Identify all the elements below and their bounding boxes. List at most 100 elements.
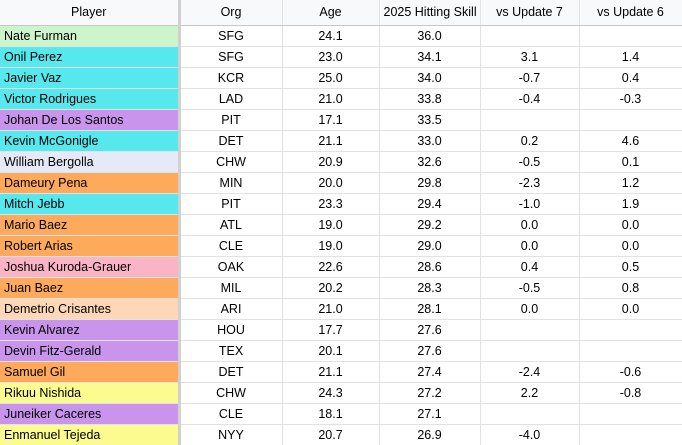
- player-cell[interactable]: Dameury Pena: [0, 172, 181, 194]
- vs-update-6-cell[interactable]: 1.9: [579, 193, 682, 215]
- age-cell[interactable]: 24.3: [282, 382, 380, 404]
- org-cell[interactable]: TEX: [179, 340, 283, 362]
- player-cell[interactable]: Kevin McGonigle: [0, 130, 181, 152]
- vs-update-6-cell[interactable]: [579, 340, 682, 362]
- age-cell[interactable]: 23.3: [282, 193, 380, 215]
- player-cell[interactable]: Johan De Los Santos: [0, 109, 181, 131]
- org-cell[interactable]: HOU: [179, 319, 283, 341]
- org-cell[interactable]: MIN: [179, 172, 283, 194]
- player-cell[interactable]: Nate Furman: [0, 25, 181, 47]
- vs-update-6-cell[interactable]: [579, 109, 682, 131]
- hitting-skill-cell[interactable]: 34.1: [379, 46, 481, 68]
- hitting-skill-cell[interactable]: 29.4: [379, 193, 481, 215]
- org-cell[interactable]: PIT: [179, 109, 283, 131]
- vs-update-7-cell[interactable]: 0.2: [480, 130, 580, 152]
- player-cell[interactable]: Juan Baez: [0, 277, 181, 299]
- vs-update-7-cell[interactable]: -1.0: [480, 193, 580, 215]
- player-cell[interactable]: Demetrio Crisantes: [0, 298, 181, 320]
- vs-update-7-cell[interactable]: 0.0: [480, 235, 580, 257]
- org-cell[interactable]: CLE: [179, 235, 283, 257]
- age-cell[interactable]: 20.9: [282, 151, 380, 173]
- vs-update-7-cell[interactable]: -2.4: [480, 361, 580, 383]
- player-cell[interactable]: Mario Baez: [0, 214, 181, 236]
- age-cell[interactable]: 20.7: [282, 424, 380, 445]
- vs-update-6-cell[interactable]: 1.2: [579, 172, 682, 194]
- hitting-skill-cell[interactable]: 29.0: [379, 235, 481, 257]
- org-cell[interactable]: SFG: [179, 46, 283, 68]
- player-cell[interactable]: Javier Vaz: [0, 67, 181, 89]
- player-cell[interactable]: Onil Perez: [0, 46, 181, 68]
- vs-update-6-cell[interactable]: 0.8: [579, 277, 682, 299]
- hitting-skill-cell[interactable]: 28.1: [379, 298, 481, 320]
- org-cell[interactable]: ATL: [179, 214, 283, 236]
- vs-update-7-cell[interactable]: -0.7: [480, 67, 580, 89]
- org-cell[interactable]: OAK: [179, 256, 283, 278]
- age-cell[interactable]: 21.1: [282, 361, 380, 383]
- vs-update-6-cell[interactable]: -0.8: [579, 382, 682, 404]
- vs-update-6-cell[interactable]: [579, 319, 682, 341]
- column-header-age[interactable]: Age: [282, 0, 380, 26]
- vs-update-6-cell[interactable]: [579, 424, 682, 445]
- vs-update-7-cell[interactable]: -0.5: [480, 151, 580, 173]
- hitting-skill-cell[interactable]: 27.6: [379, 340, 481, 362]
- org-cell[interactable]: CLE: [179, 403, 283, 425]
- player-cell[interactable]: Robert Arias: [0, 235, 181, 257]
- age-cell[interactable]: 22.6: [282, 256, 380, 278]
- hitting-skill-cell[interactable]: 33.8: [379, 88, 481, 110]
- vs-update-7-cell[interactable]: 0.0: [480, 298, 580, 320]
- org-cell[interactable]: KCR: [179, 67, 283, 89]
- vs-update-7-cell[interactable]: [480, 340, 580, 362]
- hitting-skill-cell[interactable]: 29.8: [379, 172, 481, 194]
- vs-update-7-cell[interactable]: -4.0: [480, 424, 580, 445]
- vs-update-6-cell[interactable]: -0.6: [579, 361, 682, 383]
- vs-update-6-cell[interactable]: 4.6: [579, 130, 682, 152]
- age-cell[interactable]: 19.0: [282, 235, 380, 257]
- vs-update-6-cell[interactable]: 0.5: [579, 256, 682, 278]
- hitting-skill-cell[interactable]: 28.3: [379, 277, 481, 299]
- vs-update-6-cell[interactable]: 0.4: [579, 67, 682, 89]
- org-cell[interactable]: CHW: [179, 151, 283, 173]
- vs-update-6-cell[interactable]: [579, 25, 682, 47]
- age-cell[interactable]: 21.0: [282, 298, 380, 320]
- player-cell[interactable]: Mitch Jebb: [0, 193, 181, 215]
- player-cell[interactable]: Samuel Gil: [0, 361, 181, 383]
- player-cell[interactable]: Devin Fitz-Gerald: [0, 340, 181, 362]
- player-cell[interactable]: Kevin Alvarez: [0, 319, 181, 341]
- age-cell[interactable]: 20.2: [282, 277, 380, 299]
- vs-update-6-cell[interactable]: [579, 403, 682, 425]
- org-cell[interactable]: MIL: [179, 277, 283, 299]
- column-header-player[interactable]: Player: [0, 0, 181, 26]
- vs-update-6-cell[interactable]: 0.0: [579, 298, 682, 320]
- vs-update-7-cell[interactable]: [480, 25, 580, 47]
- hitting-skill-cell[interactable]: 29.2: [379, 214, 481, 236]
- org-cell[interactable]: SFG: [179, 25, 283, 47]
- vs-update-6-cell[interactable]: 1.4: [579, 46, 682, 68]
- org-cell[interactable]: DET: [179, 130, 283, 152]
- vs-update-7-cell[interactable]: -0.5: [480, 277, 580, 299]
- player-cell[interactable]: Joshua Kuroda-Grauer: [0, 256, 181, 278]
- vs-update-6-cell[interactable]: 0.1: [579, 151, 682, 173]
- vs-update-7-cell[interactable]: 2.2: [480, 382, 580, 404]
- player-cell[interactable]: Victor Rodrigues: [0, 88, 181, 110]
- hitting-skill-cell[interactable]: 27.4: [379, 361, 481, 383]
- vs-update-6-cell[interactable]: -0.3: [579, 88, 682, 110]
- column-header-vs-update-6[interactable]: vs Update 6: [579, 0, 682, 26]
- column-header-vs-update-7[interactable]: vs Update 7: [480, 0, 580, 26]
- age-cell[interactable]: 17.1: [282, 109, 380, 131]
- hitting-skill-cell[interactable]: 34.0: [379, 67, 481, 89]
- hitting-skill-cell[interactable]: 27.6: [379, 319, 481, 341]
- age-cell[interactable]: 25.0: [282, 67, 380, 89]
- age-cell[interactable]: 21.0: [282, 88, 380, 110]
- hitting-skill-cell[interactable]: 33.5: [379, 109, 481, 131]
- org-cell[interactable]: ARI: [179, 298, 283, 320]
- vs-update-7-cell[interactable]: -0.4: [480, 88, 580, 110]
- hitting-skill-cell[interactable]: 36.0: [379, 25, 481, 47]
- age-cell[interactable]: 20.0: [282, 172, 380, 194]
- vs-update-7-cell[interactable]: [480, 319, 580, 341]
- vs-update-7-cell[interactable]: [480, 109, 580, 131]
- age-cell[interactable]: 17.7: [282, 319, 380, 341]
- org-cell[interactable]: LAD: [179, 88, 283, 110]
- age-cell[interactable]: 24.1: [282, 25, 380, 47]
- vs-update-6-cell[interactable]: 0.0: [579, 235, 682, 257]
- hitting-skill-cell[interactable]: 27.2: [379, 382, 481, 404]
